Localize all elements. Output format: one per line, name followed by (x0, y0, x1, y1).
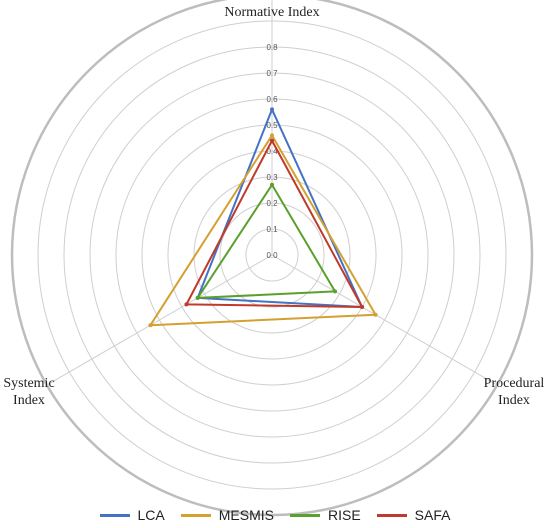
legend-swatch (99, 513, 130, 517)
series-mesmis-point-2 (148, 323, 153, 328)
legend-label: LCA (137, 507, 165, 523)
legend-item-rise: RISE (289, 507, 361, 523)
series-safa-point-0 (270, 138, 274, 143)
tick-label-4: 0.4 (266, 147, 278, 156)
legend-item-mesmis: MESMIS (180, 507, 274, 523)
axis-spoke-2 (46, 254, 273, 386)
series-safa-point-2 (184, 302, 189, 307)
tick-label-7: 0.7 (266, 69, 278, 78)
series-safa-point-1 (360, 305, 365, 309)
tick-label-5: 0.5 (266, 121, 278, 130)
series-rise-point-2 (195, 295, 200, 300)
legend-label: RISE (327, 507, 361, 523)
axis-label-2: Systemic Index (3, 376, 54, 408)
legend-label: SAFA (414, 507, 451, 523)
legend-item-lca: LCA (99, 507, 165, 523)
legend-label: MESMIS (218, 507, 274, 523)
tick-label-8: 0.8 (266, 43, 278, 52)
series-mesmis-point-0 (270, 133, 274, 138)
grid-ring-10 (10, 0, 534, 517)
tick-label-0: 0.0 (266, 251, 278, 260)
series-mesmis-point-1 (373, 312, 378, 317)
tick-label-6: 0.6 (266, 95, 278, 104)
tick-label-3: 0.3 (266, 173, 278, 182)
series-rise-point-1 (333, 289, 338, 294)
series-lca-point-0 (270, 107, 274, 112)
legend: LCA MESMIS RISE SAFA (0, 505, 550, 525)
axis-spoke-1 (271, 254, 498, 386)
axis-label-0: Normative Index (224, 5, 319, 20)
series-lca-line (196, 108, 364, 308)
series-safa-line (185, 139, 364, 308)
legend-swatch (289, 513, 320, 517)
legend-swatch (180, 513, 211, 517)
axis-label-1: Procedural Index (484, 376, 545, 408)
tick-label-1: 0.1 (266, 225, 278, 234)
series-rise-line (196, 183, 337, 299)
series-rise-point-0 (270, 182, 274, 187)
tick-label-2: 0.2 (266, 199, 278, 208)
legend-item-safa: SAFA (376, 507, 451, 523)
series-mesmis-line (149, 134, 377, 327)
legend-swatch (376, 513, 407, 517)
